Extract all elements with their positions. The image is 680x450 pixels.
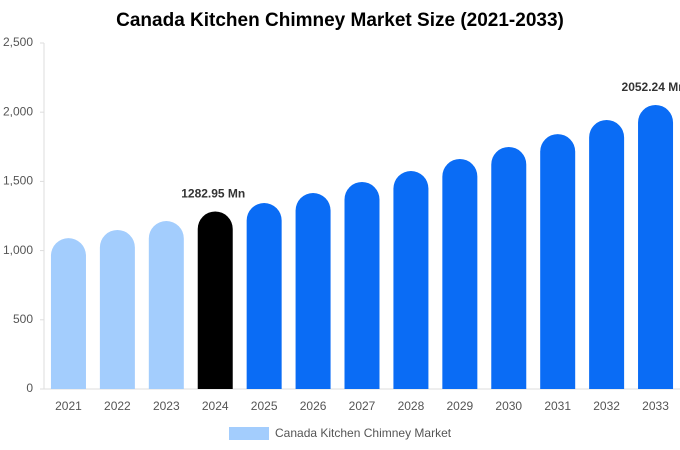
bar	[589, 119, 625, 390]
x-tick-label: 2022	[104, 399, 131, 413]
y-tick-label: 1,500	[3, 174, 33, 188]
y-tick-label: 1,000	[3, 243, 33, 257]
x-tick-label: 2027	[349, 399, 376, 413]
x-tick-label: 2029	[446, 399, 473, 413]
bar	[50, 238, 86, 389]
bar	[638, 104, 674, 390]
x-tick-label: 2024	[202, 399, 229, 413]
x-tick-label: 2021	[55, 399, 82, 413]
legend-label: Canada Kitchen Chimney Market	[275, 426, 452, 440]
bar	[540, 134, 576, 389]
bar	[197, 211, 233, 389]
x-tick-label: 2025	[251, 399, 278, 413]
x-tick-label: 2023	[153, 399, 180, 413]
x-tick-label: 2026	[300, 399, 327, 413]
x-tick-label: 2030	[495, 399, 522, 413]
value-label: 1282.95 Mn	[181, 187, 245, 201]
bar	[344, 181, 380, 389]
y-tick-label: 2,500	[3, 35, 33, 49]
chart-title: Canada Kitchen Chimney Market Size (2021…	[116, 10, 564, 31]
y-tick-label: 0	[26, 381, 33, 395]
bar	[442, 158, 478, 389]
bar	[148, 220, 184, 389]
bar	[491, 146, 527, 389]
bar	[393, 171, 429, 389]
bar	[246, 202, 282, 389]
x-tick-label: 2031	[544, 399, 571, 413]
bar	[295, 193, 331, 389]
x-tick-label: 2032	[593, 399, 620, 413]
y-tick-label: 500	[13, 312, 33, 326]
y-tick-label: 2,000	[3, 104, 33, 118]
bar	[99, 229, 135, 389]
value-label: 2052.24 Mn	[622, 80, 680, 94]
x-tick-label: 2033	[642, 399, 669, 413]
x-tick-label: 2028	[398, 399, 425, 413]
legend-swatch	[229, 427, 269, 440]
